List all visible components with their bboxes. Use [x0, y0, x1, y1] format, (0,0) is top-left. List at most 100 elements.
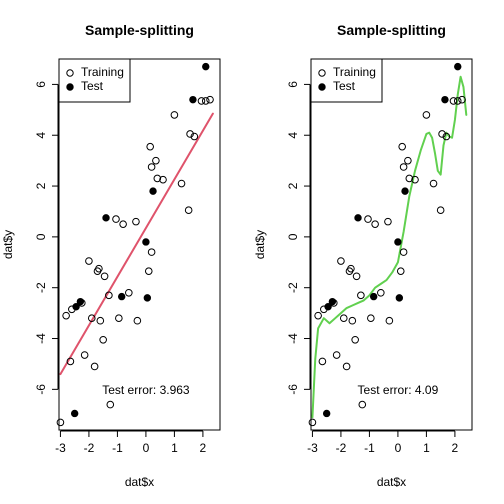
- training-point: [170, 111, 179, 119]
- y-tick-label: 2: [34, 182, 48, 189]
- training-point: [348, 316, 357, 325]
- x-tick-label: -1: [112, 441, 123, 455]
- test-point: [142, 238, 150, 246]
- legend-label: Training: [81, 65, 124, 79]
- legend-label: Test: [81, 79, 104, 93]
- legend-training-marker: [318, 69, 326, 77]
- training-point: [66, 357, 75, 366]
- test-point: [454, 62, 462, 71]
- legend-label: Training: [333, 65, 376, 79]
- training-point: [146, 142, 154, 151]
- training-point: [206, 95, 214, 104]
- training-point: [96, 316, 105, 325]
- training-point: [152, 156, 160, 165]
- x-tick-label: 0: [143, 441, 150, 455]
- training-point: [190, 132, 199, 141]
- test-point: [354, 214, 362, 222]
- x-tick-label: 1: [423, 441, 430, 455]
- training-point: [339, 314, 348, 322]
- training-point: [314, 311, 322, 320]
- training-point: [201, 97, 210, 105]
- legend-label: Test: [333, 79, 356, 93]
- training-point: [99, 335, 107, 344]
- training-point: [429, 179, 438, 188]
- training-point: [436, 206, 445, 214]
- x-tick-label: 1: [171, 441, 178, 455]
- training-point: [396, 267, 405, 275]
- test-point: [72, 303, 80, 311]
- training-point: [377, 288, 385, 297]
- training-point: [147, 248, 156, 256]
- y-tick-label: 4: [34, 132, 48, 139]
- training-point: [367, 314, 375, 322]
- training-point: [399, 163, 408, 171]
- training-point: [357, 291, 365, 300]
- training-point: [385, 316, 394, 325]
- training-point: [422, 111, 431, 119]
- training-point: [337, 257, 345, 265]
- chart-title: Sample-splitting: [337, 22, 446, 38]
- y-tick-label: -2: [34, 282, 48, 293]
- training-point: [177, 179, 186, 188]
- x-tick-label: -1: [364, 441, 375, 455]
- y-axis-label: dat$y: [1, 230, 15, 259]
- training-point: [159, 175, 167, 184]
- test-point: [76, 297, 85, 306]
- training-point: [95, 264, 103, 273]
- training-point: [399, 248, 408, 256]
- training-point: [133, 316, 142, 325]
- test-point: [149, 187, 157, 195]
- fit-line: [59, 112, 214, 376]
- test-error-annotation: Test error: 4.09: [358, 383, 439, 397]
- training-point: [85, 257, 93, 265]
- training-point: [125, 288, 133, 297]
- training-point: [458, 95, 466, 104]
- x-axis-label: dat$x: [125, 475, 154, 489]
- y-tick-label: -6: [34, 384, 48, 395]
- test-point: [395, 294, 404, 302]
- training-point: [112, 215, 120, 223]
- training-point: [132, 217, 140, 226]
- legend-test-marker: [66, 83, 74, 91]
- training-point: [184, 206, 193, 214]
- training-point: [398, 142, 406, 151]
- training-point: [105, 291, 113, 300]
- training-point: [153, 174, 162, 183]
- plot-frame: [310, 58, 473, 431]
- x-axis-label: dat$x: [377, 475, 406, 489]
- training-point: [332, 351, 341, 359]
- training-point: [100, 272, 109, 281]
- training-point: [115, 314, 123, 322]
- test-point: [328, 297, 337, 306]
- training-point: [358, 400, 367, 409]
- y-tick-label: 4: [286, 132, 300, 139]
- y-tick-label: 6: [286, 81, 300, 88]
- y-tick-label: -4: [286, 333, 300, 344]
- legend-test-marker: [318, 83, 326, 91]
- x-tick-label: 2: [452, 441, 459, 455]
- test-point: [102, 214, 110, 222]
- training-point: [342, 362, 351, 371]
- legend-box: [58, 58, 131, 103]
- training-point: [449, 97, 458, 105]
- training-point: [453, 97, 462, 105]
- test-point: [324, 303, 332, 311]
- test-point: [401, 187, 409, 195]
- x-tick-label: 0: [395, 441, 402, 455]
- training-point: [442, 132, 451, 141]
- training-point: [405, 174, 414, 183]
- x-tick-label: -2: [84, 441, 95, 455]
- legend-box: [310, 58, 383, 103]
- training-point: [384, 217, 392, 226]
- training-point: [364, 215, 372, 223]
- test-point: [202, 62, 210, 71]
- training-point: [147, 163, 156, 171]
- training-point: [347, 264, 355, 273]
- x-tick-label: -3: [307, 441, 318, 455]
- legend-training-marker: [66, 69, 74, 77]
- test-point: [189, 95, 197, 104]
- training-point: [80, 351, 89, 359]
- left-panel: Sample-splitting -3 -2 -1 0 1 2 dat$x -6 -4 -2 0 2 4 6…: [1, 22, 221, 489]
